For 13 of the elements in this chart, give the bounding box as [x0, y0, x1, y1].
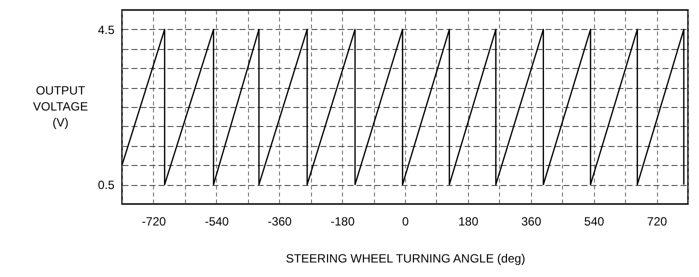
y-axis-title: OUTPUT VOLTAGE (V)	[33, 84, 88, 130]
x-tick-label: -180	[330, 214, 355, 228]
x-tick-label: 360	[521, 214, 542, 228]
x-tick-label: 180	[458, 214, 479, 228]
y-tick-label: 4.5	[98, 22, 115, 37]
x-tick-label: 0	[402, 214, 410, 228]
x-tick-label: -540	[204, 214, 230, 228]
y-tick-label: 0.5	[98, 178, 115, 192]
x-axis-title: STEERING WHEEL TURNING ANGLE (deg)	[286, 252, 526, 266]
x-tick-label: -360	[268, 214, 292, 228]
x-tick-label: 540	[584, 214, 604, 228]
x-tick-label: -720	[142, 214, 166, 228]
x-tick-label: 720	[647, 214, 668, 228]
